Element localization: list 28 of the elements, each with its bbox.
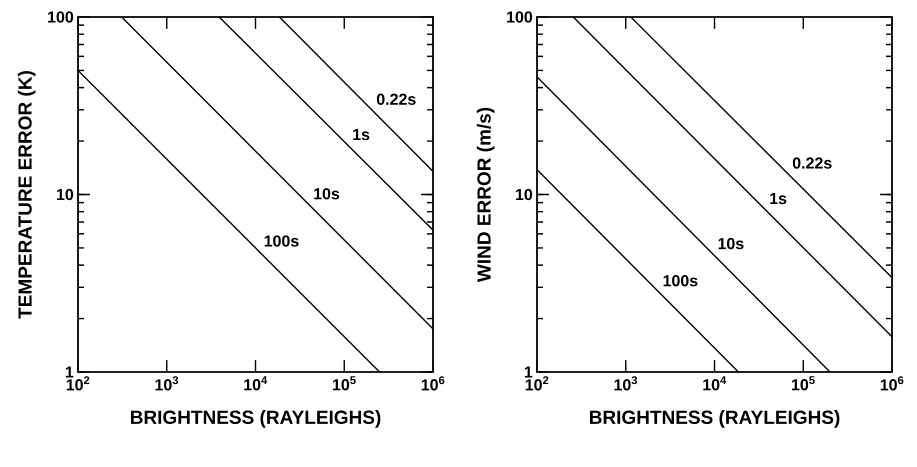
x-tick-label: 10$^{4}$ (244, 376, 268, 390)
series-label: 1s (770, 192, 786, 204)
x-tick-label: 10$^{6}$ (880, 376, 904, 390)
series-label: 10s (314, 188, 340, 200)
x-tick-label: 10$^{5}$ (792, 376, 815, 390)
series-label: 10s (718, 238, 744, 250)
y-tick-label: 10 (56, 188, 74, 200)
series-label: 100s (264, 235, 299, 247)
y-tick-label: 10 (516, 188, 532, 200)
x-tick-label: 10$^{3}$ (614, 376, 638, 390)
x-axis-title: BRIGHTNESS (RAYLEIGHS) (130, 410, 380, 428)
y-axis-title: WIND ERROR (m/s) (476, 108, 495, 282)
x-tick-label: 10$^{6}$ (422, 376, 444, 390)
x-tick-label: 10$^{2}$ (526, 376, 548, 390)
y-tick-label: 100 (507, 11, 532, 23)
y-tick-label: 1 (66, 366, 74, 378)
y-tick-label: 1 (524, 366, 532, 378)
series-label: 100s (664, 275, 698, 286)
series-label: 1s (353, 129, 370, 140)
x-tick-label: 10$^{3}$ (156, 376, 178, 390)
legend-label: 0.22s (376, 94, 416, 105)
y-axis-title: TEMPERATURE ERROR (K) (18, 71, 36, 319)
series-label: 0.22s (792, 157, 832, 169)
x-tick-label: 10$^{2}$ (66, 376, 90, 390)
y-tick-label: 100 (48, 11, 74, 23)
x-tick-label: 10$^{4}$ (703, 376, 726, 390)
x-tick-label: 10$^{5}$ (333, 376, 356, 390)
x-axis-title: BRIGHTNESS (RAYLEIGHS) (590, 410, 840, 428)
